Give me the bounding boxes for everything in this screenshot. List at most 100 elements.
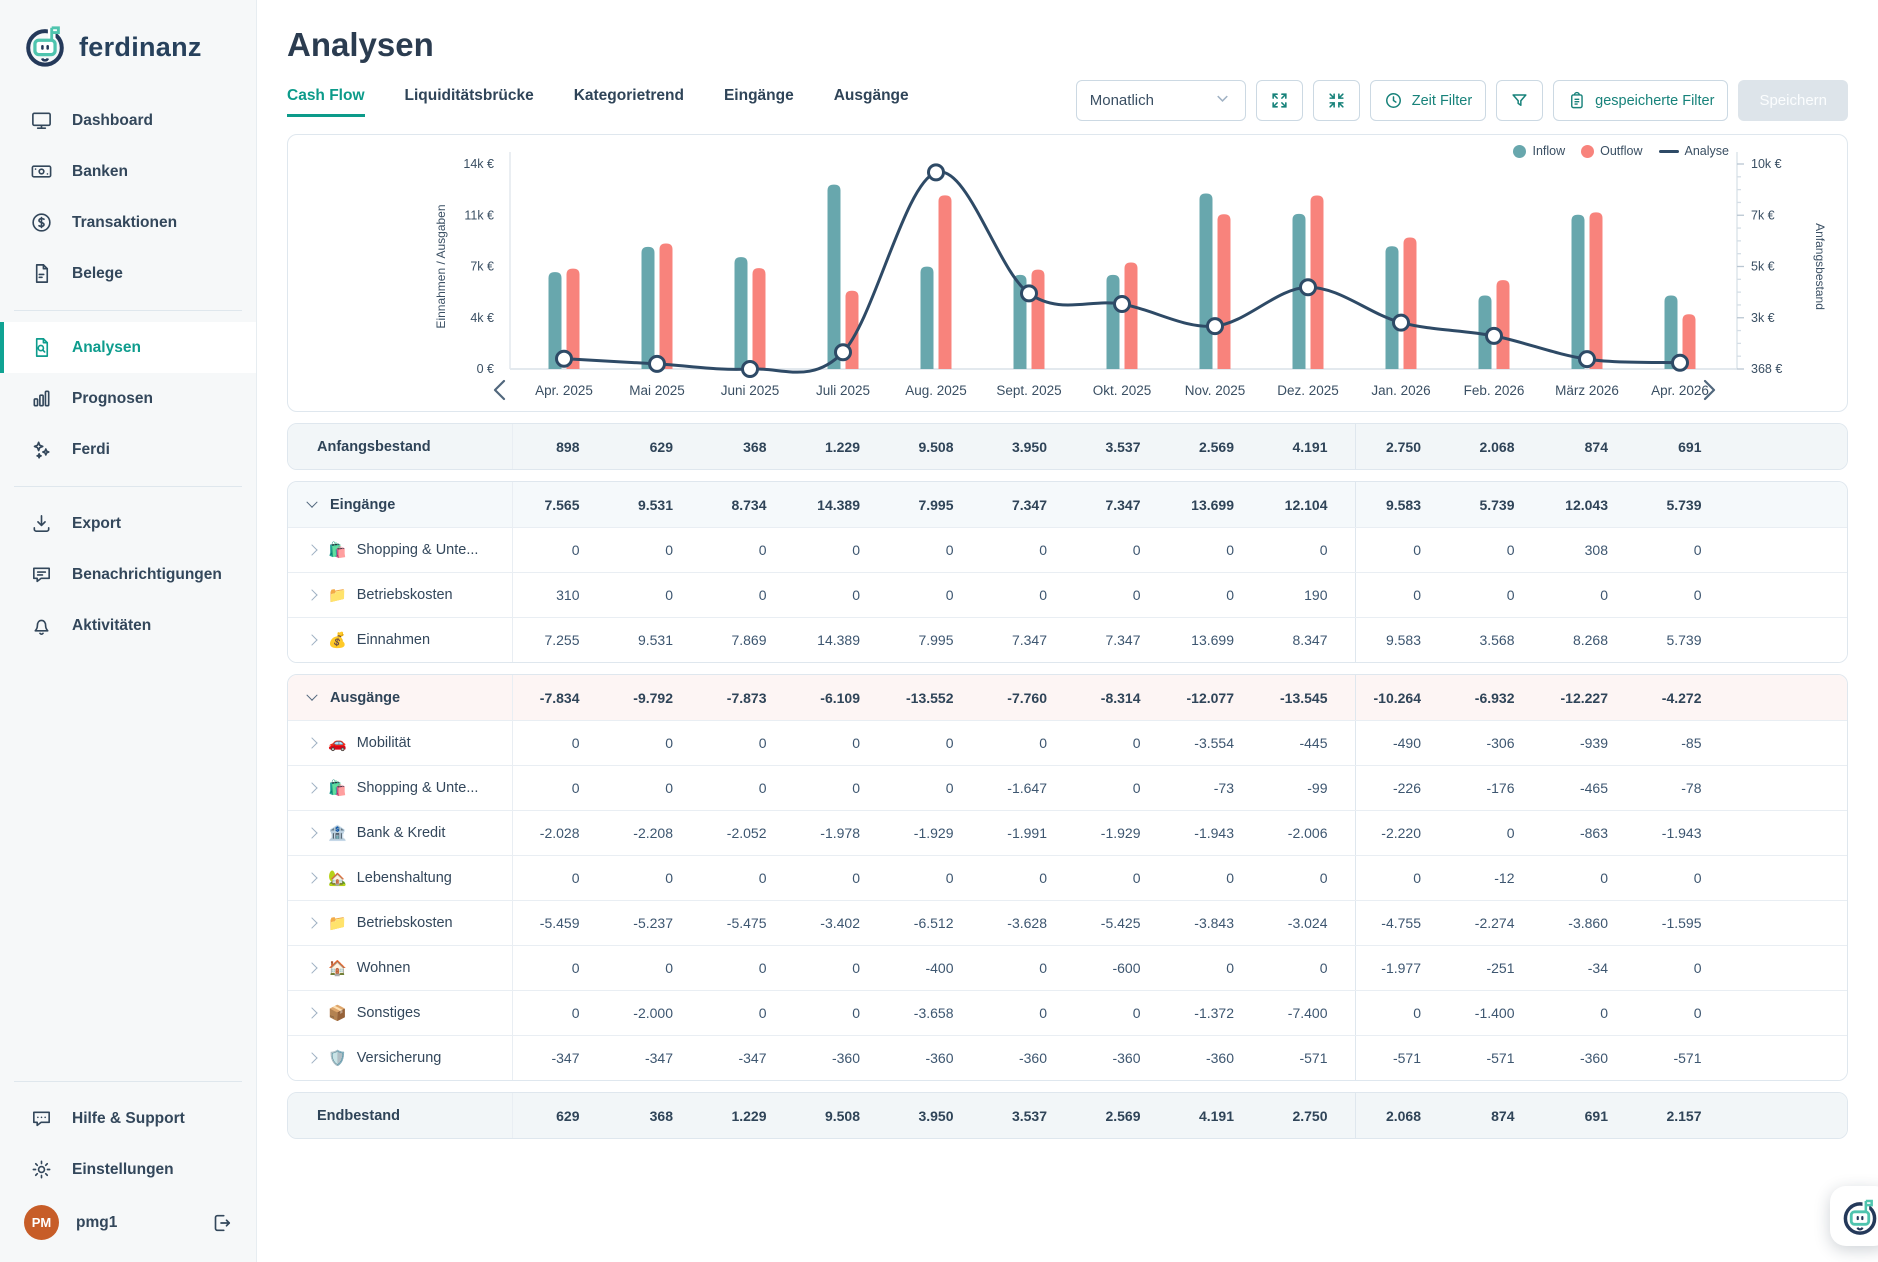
chevron-down-icon[interactable] [306, 496, 318, 508]
tab-eing-nge[interactable]: Eingänge [723, 87, 794, 104]
legend-item-analyse[interactable]: Analyse [1658, 144, 1729, 158]
row-label[interactable]: 💰 Einnahmen [288, 618, 513, 662]
value-cell: -360 [1018, 1050, 1047, 1066]
chevron-right-icon[interactable] [306, 737, 318, 749]
chevron-right-icon[interactable] [306, 962, 318, 974]
tab-kategorietrend[interactable]: Kategorietrend [573, 87, 684, 104]
table-row[interactable]: 📁 Betriebskosten 310 0 0 0 0 0 0 0 190 0 0 0 0 [288, 572, 1847, 617]
chart-next-icon[interactable] [1703, 379, 1716, 401]
table-row[interactable]: 📦 Sonstiges 0 -2.000 0 0 -3.658 0 0 -1.372 -7.400 0… [288, 990, 1847, 1035]
chevron-right-icon[interactable] [306, 1052, 318, 1064]
value-cell: 0 [1506, 542, 1515, 558]
row-label[interactable]: 📁 Betriebskosten [288, 901, 513, 945]
tab-liquidit-tsbr-cke[interactable]: Liquiditätsbrücke [404, 87, 534, 104]
table-row[interactable]: 🛍️ Shopping & Unte... 0 0 0 0 0 0 0 0 0 0 0 308 0 [288, 527, 1847, 572]
value-cell: -571 [1486, 1050, 1515, 1066]
value-cell: 0 [945, 542, 954, 558]
tab-ausg-nge[interactable]: Ausgänge [833, 87, 909, 104]
value-cell: -360 [831, 1050, 860, 1066]
table-row[interactable]: Eingänge 7.565 9.531 8.734 14.389 7.995 7.347 7… [288, 482, 1847, 527]
table-row[interactable]: 💰 Einnahmen 7.255 9.531 7.869 14.389 7.995 7.34… [288, 617, 1847, 662]
clipboard-icon [1571, 91, 1583, 109]
value-cell: -78 [1681, 780, 1702, 796]
sidebar-item-einstellungen[interactable]: Einstellungen [0, 1144, 256, 1195]
value-cell: -6.512 [913, 915, 954, 931]
sidebar-item-banken[interactable]: Banken [0, 146, 256, 197]
collapse-button[interactable] [1312, 80, 1360, 121]
chevron-right-icon[interactable] [306, 917, 318, 929]
chevron-right-icon[interactable] [306, 782, 318, 794]
legend-item-outflow[interactable]: Outflow [1581, 144, 1643, 158]
period-select[interactable]: Monatlich [1075, 80, 1246, 121]
sidebar-item-analysen[interactable]: Analysen [0, 322, 256, 373]
save-button[interactable]: Speichern [1738, 80, 1848, 121]
table-row[interactable]: 🛡️ Versicherung -347 -347 -347 -360 -360 -360 -3… [288, 1035, 1847, 1080]
row-label-text: Lebenshaltung [356, 870, 452, 886]
row-label[interactable]: 🏠 Wohnen [288, 946, 513, 990]
sidebar-item-dashboard[interactable]: Dashboard [0, 95, 256, 146]
row-label[interactable]: 🛍️ Shopping & Unte... [288, 766, 513, 810]
sidebar-item-aktivitaeten[interactable]: Aktivitäten [0, 600, 256, 651]
chevron-right-icon[interactable] [306, 872, 318, 884]
table-row[interactable]: 🚗 Mobilität 0 0 0 0 0 0 0 -3.554 -445 -490 -306 -939 -… [288, 720, 1847, 765]
inflow-bar [1199, 193, 1213, 369]
logout-icon[interactable] [210, 1212, 232, 1234]
table-row: Endbestand 629 368 1.229 9.508 3.950 3.537 2.56… [288, 1093, 1847, 1138]
sidebar-item-hilfe[interactable]: Hilfe & Support [0, 1093, 256, 1144]
chevron-right-icon[interactable] [306, 544, 318, 556]
chevron-right-icon[interactable] [306, 589, 318, 601]
chevron-right-icon[interactable] [306, 1007, 318, 1019]
inflow-bar [920, 266, 934, 369]
row-label[interactable]: 🚗 Mobilität [288, 721, 513, 765]
row-label[interactable]: 🛍️ Shopping & Unte... [288, 528, 513, 572]
value-cell: -3.658 [913, 1005, 954, 1021]
outflow-bar [1682, 314, 1696, 369]
sidebar-item-export[interactable]: Export [0, 498, 256, 549]
expand-button[interactable] [1255, 80, 1303, 121]
value-cell: 8.347 [1292, 632, 1328, 648]
value-cell: 9.531 [637, 632, 673, 648]
svg-text:14k €: 14k € [463, 157, 494, 171]
sidebar-item-transaktionen[interactable]: Transaktionen [0, 197, 256, 248]
value-cell: 0 [1354, 991, 1449, 1035]
tab-cash-flow[interactable]: Cash Flow [287, 87, 365, 117]
value-cell: -5.475 [726, 915, 767, 931]
table-row[interactable]: 🏠 Wohnen 0 0 0 0 -400 0 -600 0 0 -1.977 -251 -34 0 [288, 945, 1847, 990]
value-cell: 7.995 [918, 496, 954, 513]
row-label: Endbestand [288, 1093, 513, 1138]
sidebar-item-benachrichtigungen[interactable]: Benachrichtigungen [0, 549, 256, 600]
value-cell: 0 [571, 780, 580, 796]
row-label[interactable]: 📦 Sonstiges [288, 991, 513, 1035]
table-row[interactable]: 🛍️ Shopping & Unte... 0 0 0 0 0 -1.647 0 -73 -99 -2… [288, 765, 1847, 810]
value-cell: -1.400 [1474, 1005, 1515, 1021]
row-label[interactable]: 🛡️ Versicherung [288, 1036, 513, 1080]
row-label[interactable]: 🏦 Bank & Kredit [288, 811, 513, 855]
ferdi-assistant-button[interactable] [1830, 1186, 1878, 1246]
value-cell: -2.028 [539, 825, 580, 841]
sidebar-item-ferdi[interactable]: Ferdi [0, 424, 256, 475]
sidebar-item-prognosen[interactable]: Prognosen [0, 373, 256, 424]
table-row[interactable]: Ausgänge -7.834 -9.792 -7.873 -6.109 -13.552 -… [288, 675, 1847, 720]
row-label[interactable]: Eingänge [288, 482, 513, 527]
saved-filters-button[interactable]: gespeicherte Filter [1553, 80, 1729, 121]
cashflow-chart[interactable]: 14k € 11k € 7k € 4k € 0 € Einnahmen / Ausgabe… [288, 135, 1847, 411]
legend-item-inflow[interactable]: Inflow [1513, 144, 1565, 158]
chart-prev-icon[interactable] [493, 379, 506, 401]
chevron-down-icon[interactable] [306, 689, 318, 701]
chevron-right-icon[interactable] [306, 827, 318, 839]
filter-button[interactable] [1496, 80, 1544, 121]
table-row: Anfangsbestand 898 629 368 1.229 9.508 3.950 3.… [288, 424, 1847, 469]
row-label[interactable]: 🏡 Lebenshaltung [288, 856, 513, 900]
table-row[interactable]: 🏡 Lebenshaltung 0 0 0 0 0 0 0 0 0 0 -12 0 0 [288, 855, 1847, 900]
row-label[interactable]: 📁 Betriebskosten [288, 573, 513, 617]
sidebar-item-label: Aktivitäten [72, 616, 152, 634]
table-row[interactable]: 📁 Betriebskosten -5.459 -5.237 -5.475 -3.402 -… [288, 900, 1847, 945]
sidebar-item-belege[interactable]: Belege [0, 248, 256, 299]
value-cell: 2.750 [1292, 1107, 1328, 1124]
value-cell: -4.755 [1354, 901, 1449, 945]
zeit-filter-button[interactable]: Zeit Filter [1369, 80, 1487, 121]
chevron-right-icon[interactable] [306, 634, 318, 646]
row-label[interactable]: Ausgänge [288, 675, 513, 720]
x-axis-label: Apr. 2025 [535, 383, 593, 398]
table-row[interactable]: 🏦 Bank & Kredit -2.028 -2.208 -2.052 -1.978 -1… [288, 810, 1847, 855]
